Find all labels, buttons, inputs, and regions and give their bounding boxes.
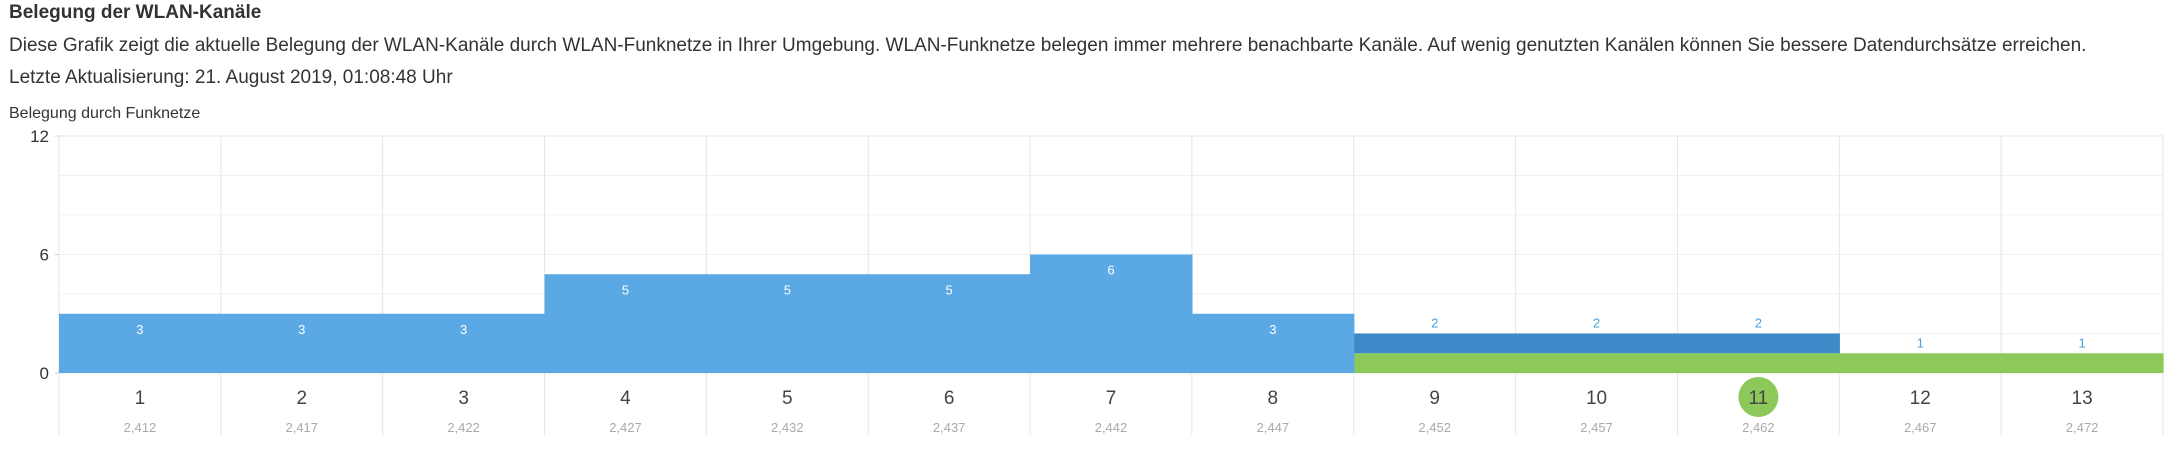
- channel-frequency-label: 2,427: [609, 420, 642, 435]
- channel-number-label: 12: [1910, 388, 1931, 409]
- channel-frequency-label: 2,462: [1742, 420, 1775, 435]
- bar-value-label: 2: [1755, 316, 1762, 331]
- channel-number-label: 7: [1106, 388, 1117, 409]
- channel-number-label: 4: [620, 388, 631, 409]
- channel-number-label: 2: [296, 388, 307, 409]
- channel-bar: [1677, 353, 1840, 373]
- channel-number-label: 1: [135, 388, 146, 409]
- channel-frequency-label: 2,432: [771, 420, 804, 435]
- channel-frequency-label: 2,417: [285, 420, 318, 435]
- bar-value-label: 3: [1269, 322, 1276, 337]
- y-tick-label: 12: [30, 127, 49, 146]
- channel-bar: [1839, 353, 2002, 373]
- channel-frequency-label: 2,452: [1418, 420, 1451, 435]
- channel-bar: [220, 313, 384, 373]
- bar-value-label: 3: [460, 322, 467, 337]
- channel-frequency-label: 2,467: [1904, 420, 1937, 435]
- bar-value-label: 2: [1593, 316, 1600, 331]
- channel-bar: [59, 313, 222, 373]
- bar-value-label: 5: [784, 282, 791, 297]
- channel-number-label: 13: [2072, 388, 2093, 409]
- channel-bar: [1030, 254, 1193, 373]
- bar-value-label: 1: [2078, 335, 2085, 350]
- channel-bar: [1191, 313, 1355, 373]
- channel-number-label: 9: [1429, 388, 1440, 409]
- channel-bar: [1353, 333, 1517, 354]
- bar-value-label: 6: [1107, 263, 1114, 278]
- channel-bar: [382, 313, 546, 373]
- channel-bar: [706, 274, 869, 373]
- bar-value-label: 5: [622, 282, 629, 297]
- channel-frequency-label: 2,412: [124, 420, 157, 435]
- channel-bar: [1515, 333, 1679, 354]
- y-axis-label: Belegung durch Funknetze: [9, 105, 201, 122]
- page-description: Diese Grafik zeigt die aktuelle Belegung…: [9, 35, 2087, 56]
- bar-value-label: 5: [946, 282, 953, 297]
- bar-value-label: 3: [298, 322, 305, 337]
- channel-number-label: 8: [1268, 388, 1279, 409]
- channel-number-label: 11: [1749, 388, 1769, 409]
- channel-frequency-label: 2,422: [447, 420, 480, 435]
- bar-value-label: 2: [1431, 316, 1438, 331]
- channel-number-label: 10: [1586, 388, 1607, 409]
- y-tick-label: 6: [40, 246, 49, 265]
- last-update-text: Letzte Aktualisierung: 21. August 2019, …: [9, 67, 453, 88]
- bar-value-label: 1: [1917, 335, 1924, 350]
- channel-frequency-label: 2,447: [1257, 420, 1290, 435]
- channel-bar: [1515, 353, 1679, 373]
- channel-frequency-label: 2,437: [933, 420, 966, 435]
- channel-number-label: 5: [782, 388, 793, 409]
- channel-number-label: 3: [458, 388, 469, 409]
- channel-number-label: 6: [944, 388, 955, 409]
- channel-frequency-label: 2,442: [1095, 420, 1128, 435]
- channel-bar: [868, 274, 1031, 373]
- channel-bar: [1353, 353, 1517, 373]
- channel-bar: [544, 274, 707, 373]
- bar-value-label: 3: [136, 322, 143, 337]
- y-tick-label: 0: [40, 364, 49, 383]
- channel-frequency-label: 2,457: [1580, 420, 1613, 435]
- channel-bar: [2001, 353, 2164, 373]
- channel-frequency-label: 2,472: [2066, 420, 2099, 435]
- channel-bar: [1677, 333, 1840, 354]
- page-title: Belegung der WLAN-Kanäle: [9, 2, 262, 23]
- selected-channel-marker: [1738, 377, 1779, 417]
